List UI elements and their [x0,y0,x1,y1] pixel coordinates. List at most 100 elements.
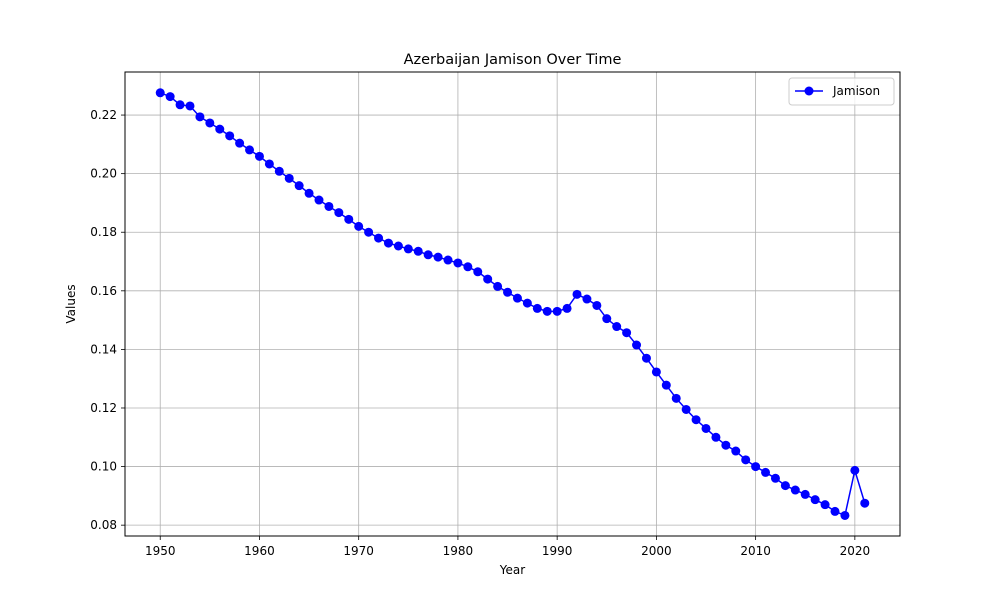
data-point-1973 [383,238,393,248]
y-tick-label: 0.16 [90,284,117,298]
data-point-1975 [403,244,413,254]
data-point-1962 [274,166,284,176]
x-tick-label: 1960 [244,544,275,558]
data-point-2000 [651,367,661,377]
x-tick-label: 1980 [443,544,474,558]
data-point-1993 [582,294,592,304]
y-tick-label: 0.22 [90,108,117,122]
data-point-1971 [364,227,374,237]
data-point-2014 [790,485,800,495]
x-tick-label: 2010 [740,544,771,558]
data-point-1959 [245,145,255,155]
data-point-1972 [374,233,384,243]
data-point-1952 [175,100,185,110]
data-point-1990 [552,306,562,316]
data-point-1954 [195,112,205,122]
x-axis-ticks: 1950 1960 1970 1980 1990 2000 2010 2020 [145,536,870,558]
y-tick-label: 0.12 [90,401,117,415]
plot-area-frame [124,71,901,537]
data-point-1957 [225,131,235,141]
data-point-1955 [205,118,215,128]
legend-box [788,77,895,106]
data-point-1968 [334,208,344,218]
data-point-1974 [393,241,403,251]
data-point-2009 [741,455,751,465]
data-point-1987 [522,298,532,308]
data-point-1979 [443,255,453,265]
data-point-2012 [770,473,780,483]
data-point-1982 [473,267,483,277]
data-point-1988 [532,303,542,313]
data-point-1967 [324,201,334,211]
legend-marker-swatch [804,86,814,96]
data-point-1960 [254,151,264,161]
data-point-2010 [751,462,761,472]
x-tick-label: 2000 [641,544,672,558]
data-point-1983 [483,274,493,284]
y-tick-label: 0.18 [90,225,117,239]
data-point-2003 [681,404,691,414]
data-point-1985 [503,287,513,297]
y-tick-label: 0.10 [90,460,117,474]
data-point-1951 [165,92,175,102]
data-point-1969 [344,214,354,224]
data-point-2013 [780,481,790,491]
y-tick-label: 0.08 [90,518,117,532]
data-point-1986 [512,293,522,303]
data-point-1997 [622,328,632,338]
data-point-1984 [493,281,503,291]
y-tick-label: 0.20 [90,167,117,181]
data-point-2020 [850,465,860,475]
data-point-1991 [562,303,572,313]
data-point-1995 [602,314,612,324]
data-point-1950 [155,88,165,98]
data-point-2008 [731,446,741,456]
data-point-1958 [235,138,245,148]
data-point-2015 [800,489,810,499]
x-tick-label: 1990 [542,544,573,558]
data-point-1989 [542,306,552,316]
data-point-1996 [612,322,622,332]
data-point-2017 [820,500,830,510]
data-point-1965 [304,188,314,198]
data-point-1992 [572,289,582,299]
data-point-1977 [423,250,433,260]
data-point-1980 [453,258,463,268]
data-point-1978 [433,252,443,262]
data-point-2006 [711,432,721,442]
data-point-2016 [810,495,820,505]
chart-title: Azerbaijan Jamison Over Time [404,52,622,68]
grid [125,72,900,536]
data-point-2001 [661,380,671,390]
data-point-1961 [264,159,274,169]
data-point-1994 [592,300,602,310]
data-point-2018 [830,506,840,516]
data-point-1966 [314,195,324,205]
x-tick-label: 1970 [343,544,374,558]
x-tick-label: 1950 [145,544,176,558]
y-axis-ticks: 0.08 0.10 0.12 0.14 0.16 0.18 0.20 0.22 [90,108,125,532]
data-point-2019 [840,510,850,520]
data-point-2007 [721,440,731,450]
data-point-2011 [761,467,771,477]
legend-label-jamison: Jamison [832,84,880,98]
series-layer [155,88,870,520]
data-point-2002 [671,393,681,403]
data-point-1963 [284,173,294,183]
data-point-1981 [463,262,473,272]
y-axis-title: Values [64,284,78,323]
x-tick-label: 2020 [840,544,871,558]
data-point-1956 [215,124,225,134]
data-point-2005 [701,423,711,433]
data-point-1976 [413,246,423,256]
data-point-1998 [632,340,642,350]
data-point-1964 [294,181,304,191]
y-tick-label: 0.14 [90,342,117,356]
data-point-1999 [641,353,651,363]
data-point-2021 [860,498,870,508]
data-point-1953 [185,101,195,111]
x-axis-title: Year [499,563,525,577]
data-point-1970 [354,221,364,231]
